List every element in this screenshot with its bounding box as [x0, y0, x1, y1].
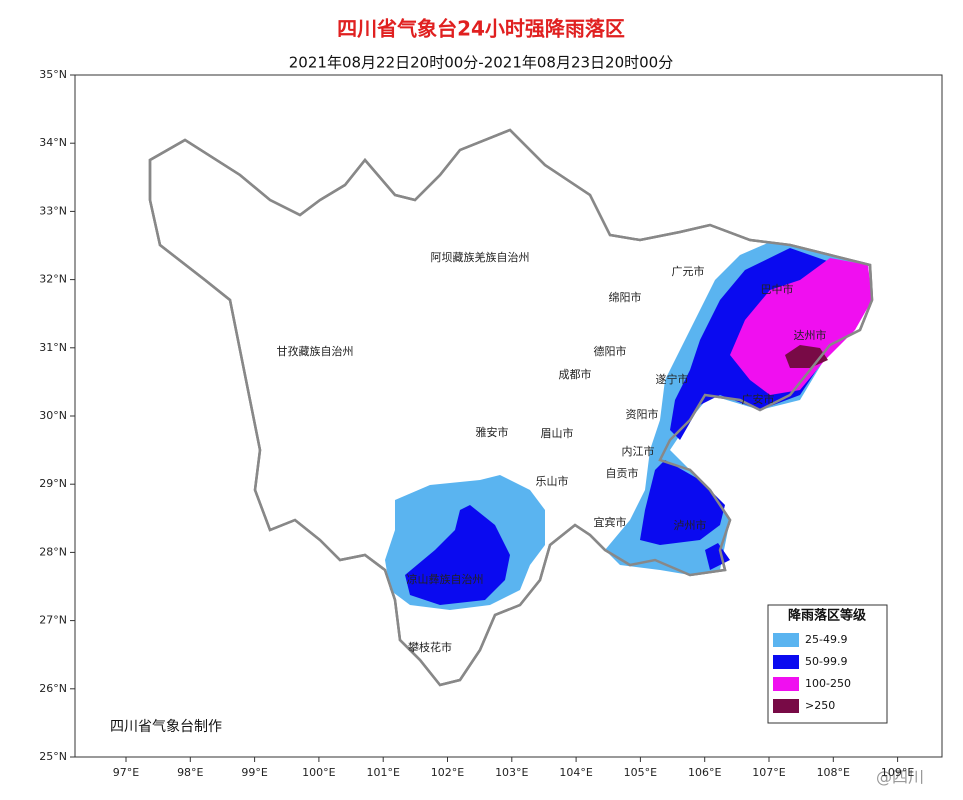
rain-area-heavy — [640, 460, 725, 545]
legend-label: 50-99.9 — [805, 655, 847, 668]
legend-swatch — [773, 633, 799, 647]
rain-area-heavy — [705, 543, 730, 570]
place-label: 泸州市 — [674, 518, 707, 532]
place-label: 绵阳市 — [609, 290, 642, 304]
legend: 25-49.9 50-99.9 100-250 >250 — [773, 633, 851, 713]
lon-tick-label: 105°E — [624, 766, 657, 779]
lat-tick-label: 35°N — [39, 68, 67, 81]
lat-tick-label: 28°N — [39, 545, 67, 558]
place-label: 巴中市 — [761, 282, 794, 296]
legend-swatch — [773, 655, 799, 669]
lat-tick-label: 34°N — [39, 136, 67, 149]
lat-tick-label: 32°N — [39, 273, 67, 286]
place-label: 达州市 — [794, 328, 827, 342]
place-label: 凉山彝族自治州 — [407, 572, 484, 586]
lon-tick-label: 101°E — [366, 766, 399, 779]
lon-tick-label: 106°E — [688, 766, 721, 779]
rain-areas — [385, 242, 872, 610]
place-label: 广元市 — [672, 264, 705, 278]
place-label: 自贡市 — [606, 466, 639, 480]
place-label: 成都市 — [559, 367, 592, 381]
place-label: 眉山市 — [541, 426, 574, 440]
lon-tick-label: 107°E — [752, 766, 785, 779]
lat-tick-label: 26°N — [39, 682, 67, 695]
place-label: 雅安市 — [476, 425, 509, 439]
place-label: 攀枝花市 — [408, 640, 452, 654]
lon-tick-label: 98°E — [177, 766, 203, 779]
lon-tick-label: 102°E — [431, 766, 464, 779]
place-label: 广安市 — [742, 392, 775, 406]
legend-label: 25-49.9 — [805, 633, 847, 646]
lon-tick-label: 109°E — [881, 766, 914, 779]
lon-tick-label: 97°E — [113, 766, 139, 779]
place-label: 甘孜藏族自治州 — [277, 344, 354, 358]
lat-tick-label: 33°N — [39, 204, 67, 217]
title: 四川省气象台24小时强降雨落区 — [337, 17, 625, 41]
place-label: 资阳市 — [626, 407, 659, 421]
lat-tick-label: 29°N — [39, 477, 67, 490]
lon-tick-label: 99°E — [241, 766, 267, 779]
province-border — [148, 128, 874, 687]
subtitle: 2021年08月22日20时00分-2021年08月23日20时00分 — [289, 54, 673, 72]
lat-tick-label: 27°N — [39, 614, 67, 627]
lat-tick-label: 31°N — [39, 341, 67, 354]
place-label: 阿坝藏族羌族自治州 — [431, 250, 530, 264]
credit: 四川省气象台制作 — [110, 719, 222, 735]
place-label: 乐山市 — [536, 474, 569, 488]
legend-swatch — [773, 699, 799, 713]
legend-label: >250 — [805, 699, 835, 712]
place-label: 宜宾市 — [594, 515, 627, 529]
legend-label: 100-250 — [805, 677, 851, 690]
place-label: 遂宁市 — [656, 372, 689, 386]
rain-area-heavy — [405, 505, 510, 605]
lon-tick-label: 103°E — [495, 766, 528, 779]
watermark: @四川 — [876, 768, 924, 787]
lon-tick-label: 104°E — [559, 766, 592, 779]
legend-swatch — [773, 677, 799, 691]
lat-tick-label: 25°N — [39, 750, 67, 763]
place-label: 德阳市 — [594, 344, 627, 358]
lon-tick-label: 108°E — [817, 766, 850, 779]
place-label: 内江市 — [622, 444, 655, 458]
lon-tick-label: 100°E — [302, 766, 335, 779]
legend-title: 降雨落区等级 — [788, 608, 867, 624]
lat-tick-label: 30°N — [39, 409, 67, 422]
rain-area-rainstorm — [730, 258, 872, 395]
